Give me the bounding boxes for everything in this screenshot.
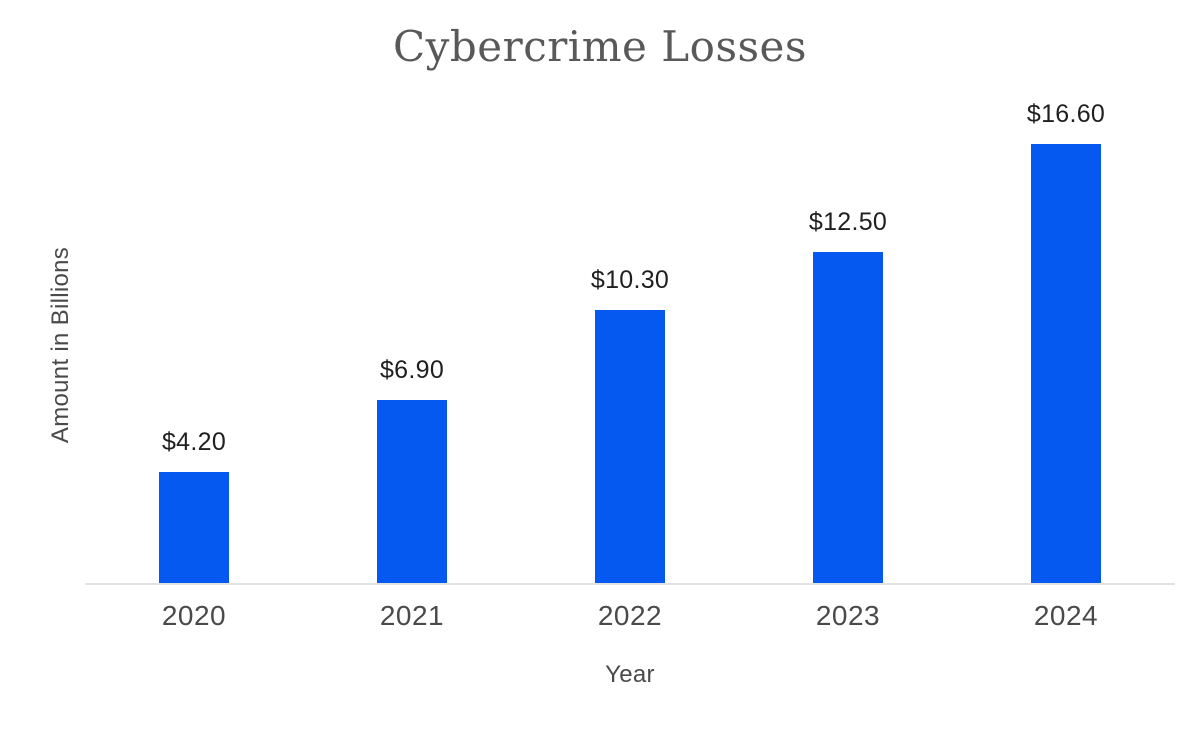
bar-value-label: $16.60 (1026, 100, 1106, 128)
bar (813, 252, 883, 583)
bar-value-label: $10.30 (590, 266, 670, 294)
bar-slot: $16.60 (957, 100, 1175, 583)
plot-area: $4.20 $6.90 $10.30 $12.50 $16.60 (85, 88, 1175, 585)
bar-value-label: $6.90 (379, 356, 445, 384)
bar (159, 472, 229, 583)
chart-title: Cybercrime Losses (393, 22, 807, 71)
bar-slot: $6.90 (303, 356, 521, 583)
x-axis-title: Year (605, 661, 655, 688)
x-tick-label: 2024 (1033, 600, 1099, 631)
y-axis-title-text: Amount in Billions (47, 246, 74, 444)
bar-value-label: $4.20 (161, 428, 227, 456)
bar (595, 310, 665, 583)
bar-value-label: $12.50 (808, 208, 888, 236)
bar-slot: $4.20 (85, 428, 303, 583)
x-tick-label: 2023 (815, 600, 881, 631)
bar-slot: $12.50 (739, 208, 957, 583)
x-tick-label: 2021 (379, 600, 445, 631)
bar (1031, 144, 1101, 583)
bar (377, 400, 447, 583)
x-tick-label: 2022 (597, 600, 663, 631)
x-axis-ticks: 2020 2021 2022 2023 2024 (85, 600, 1175, 632)
bar-slot: $10.30 (521, 266, 739, 583)
x-tick-label: 2020 (161, 600, 227, 631)
